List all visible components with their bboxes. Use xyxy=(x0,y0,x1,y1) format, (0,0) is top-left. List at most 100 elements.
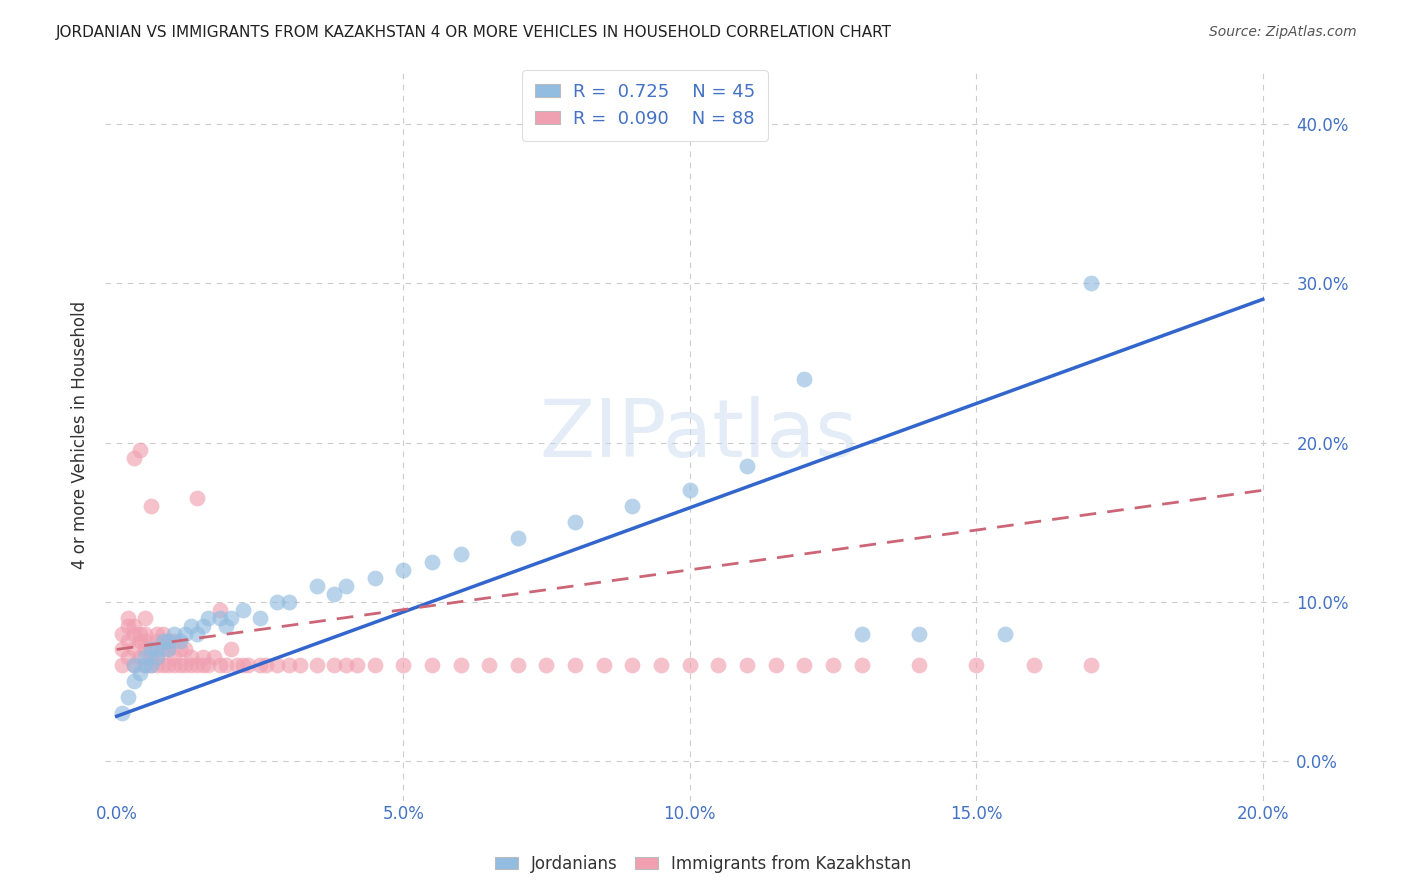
Point xyxy=(163,626,186,640)
Point xyxy=(152,642,174,657)
Point xyxy=(821,658,844,673)
Point xyxy=(266,658,288,673)
Point xyxy=(214,618,236,632)
Point xyxy=(208,658,231,673)
Point xyxy=(163,650,186,665)
Point xyxy=(169,658,191,673)
Point xyxy=(117,610,139,624)
Point xyxy=(128,650,150,665)
Point xyxy=(307,579,329,593)
Point xyxy=(249,610,271,624)
Point xyxy=(122,451,145,466)
Point xyxy=(111,642,134,657)
Point xyxy=(111,658,134,673)
Point xyxy=(186,491,208,506)
Point xyxy=(323,587,346,601)
Point xyxy=(122,674,145,689)
Point xyxy=(307,658,329,673)
Point xyxy=(134,634,156,648)
Point xyxy=(180,650,202,665)
Text: Source: ZipAtlas.com: Source: ZipAtlas.com xyxy=(1209,25,1357,39)
Point xyxy=(679,658,702,673)
Point xyxy=(152,626,174,640)
Point xyxy=(363,571,385,585)
Point xyxy=(157,642,180,657)
Point xyxy=(186,626,208,640)
Point xyxy=(707,658,730,673)
Point xyxy=(908,658,931,673)
Point xyxy=(169,642,191,657)
Point xyxy=(735,658,758,673)
Point xyxy=(621,658,644,673)
Point xyxy=(134,658,156,673)
Point xyxy=(174,658,197,673)
Point xyxy=(157,634,180,648)
Point xyxy=(965,658,987,673)
Point xyxy=(536,658,558,673)
Point xyxy=(506,658,529,673)
Point xyxy=(335,579,357,593)
Point xyxy=(197,658,219,673)
Point xyxy=(478,658,501,673)
Point xyxy=(134,610,156,624)
Point xyxy=(346,658,368,673)
Point xyxy=(564,515,586,529)
Point xyxy=(1080,658,1102,673)
Point xyxy=(139,642,162,657)
Point xyxy=(117,634,139,648)
Point xyxy=(219,642,242,657)
Point xyxy=(1080,277,1102,291)
Point xyxy=(122,618,145,632)
Point xyxy=(157,658,180,673)
Point xyxy=(793,372,815,386)
Point xyxy=(163,634,186,648)
Point xyxy=(238,658,260,673)
Point xyxy=(277,658,299,673)
Point xyxy=(226,658,249,673)
Point xyxy=(180,618,202,632)
Point xyxy=(450,547,472,561)
Point xyxy=(1022,658,1045,673)
Legend: R =  0.725    N = 45, R =  0.090    N = 88: R = 0.725 N = 45, R = 0.090 N = 88 xyxy=(522,70,768,141)
Text: JORDANIAN VS IMMIGRANTS FROM KAZAKHSTAN 4 OR MORE VEHICLES IN HOUSEHOLD CORRELAT: JORDANIAN VS IMMIGRANTS FROM KAZAKHSTAN … xyxy=(56,25,893,40)
Point xyxy=(735,459,758,474)
Point xyxy=(202,650,225,665)
Point xyxy=(506,531,529,545)
Point xyxy=(208,610,231,624)
Point xyxy=(134,642,156,657)
Point xyxy=(851,626,873,640)
Point xyxy=(335,658,357,673)
Point xyxy=(139,499,162,513)
Point xyxy=(392,658,415,673)
Point xyxy=(232,658,254,673)
Point xyxy=(197,610,219,624)
Point xyxy=(157,642,180,657)
Point xyxy=(793,658,815,673)
Point xyxy=(122,658,145,673)
Point xyxy=(323,658,346,673)
Point xyxy=(152,634,174,648)
Point xyxy=(908,626,931,640)
Point xyxy=(146,642,169,657)
Point xyxy=(134,658,156,673)
Point xyxy=(249,658,271,673)
Text: ZIPatlas: ZIPatlas xyxy=(540,395,858,474)
Point xyxy=(564,658,586,673)
Point xyxy=(994,626,1017,640)
Point xyxy=(392,563,415,577)
Point xyxy=(174,626,197,640)
Point xyxy=(420,658,443,673)
Point xyxy=(621,499,644,513)
Point xyxy=(592,658,614,673)
Point xyxy=(163,658,186,673)
Point xyxy=(122,658,145,673)
Point xyxy=(180,658,202,673)
Point xyxy=(288,658,311,673)
Point xyxy=(117,690,139,705)
Point xyxy=(139,658,162,673)
Point xyxy=(208,602,231,616)
Point xyxy=(254,658,277,673)
Point xyxy=(128,626,150,640)
Point xyxy=(122,626,145,640)
Point xyxy=(851,658,873,673)
